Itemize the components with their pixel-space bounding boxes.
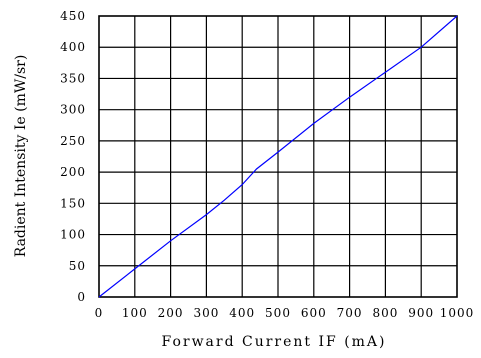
x-tick-label: 700 <box>337 306 363 320</box>
x-tick-label: 0 <box>95 306 104 320</box>
series-line <box>98 15 458 298</box>
y-tick-label: 350 <box>60 71 86 85</box>
y-tick-label: 0 <box>77 290 86 304</box>
x-tick-labels: 0 100 200 300 400 500 600 700 800 900 1000 <box>95 306 475 320</box>
x-tick-label: 200 <box>158 306 184 320</box>
y-tick-label: 300 <box>60 103 86 117</box>
y-axis-title: Radient Intensity Ie (mW/sr) <box>13 55 29 258</box>
x-tick-label: 300 <box>193 306 219 320</box>
x-tick-label: 600 <box>301 306 327 320</box>
grid <box>99 16 457 297</box>
x-tick-label: 900 <box>408 306 434 320</box>
x-tick-label: 800 <box>372 306 398 320</box>
y-tick-label: 250 <box>60 134 86 148</box>
y-tick-label: 450 <box>60 9 86 23</box>
y-tick-label: 100 <box>60 228 86 242</box>
y-tick-label: 400 <box>60 40 86 54</box>
y-tick-label: 200 <box>60 165 86 179</box>
x-tick-label: 400 <box>229 306 255 320</box>
y-tick-label: 150 <box>60 196 86 210</box>
x-tick-label: 1000 <box>440 306 475 320</box>
x-tick-label: 100 <box>122 306 148 320</box>
y-tick-label: 50 <box>69 259 86 273</box>
series-layer <box>98 15 458 298</box>
x-axis-title: Forward Current IF (mA) <box>162 334 387 350</box>
x-tick-label: 500 <box>265 306 291 320</box>
plot-frame <box>98 15 458 298</box>
y-tick-labels: 0 50 100 150 200 250 300 350 400 450 <box>60 9 86 304</box>
